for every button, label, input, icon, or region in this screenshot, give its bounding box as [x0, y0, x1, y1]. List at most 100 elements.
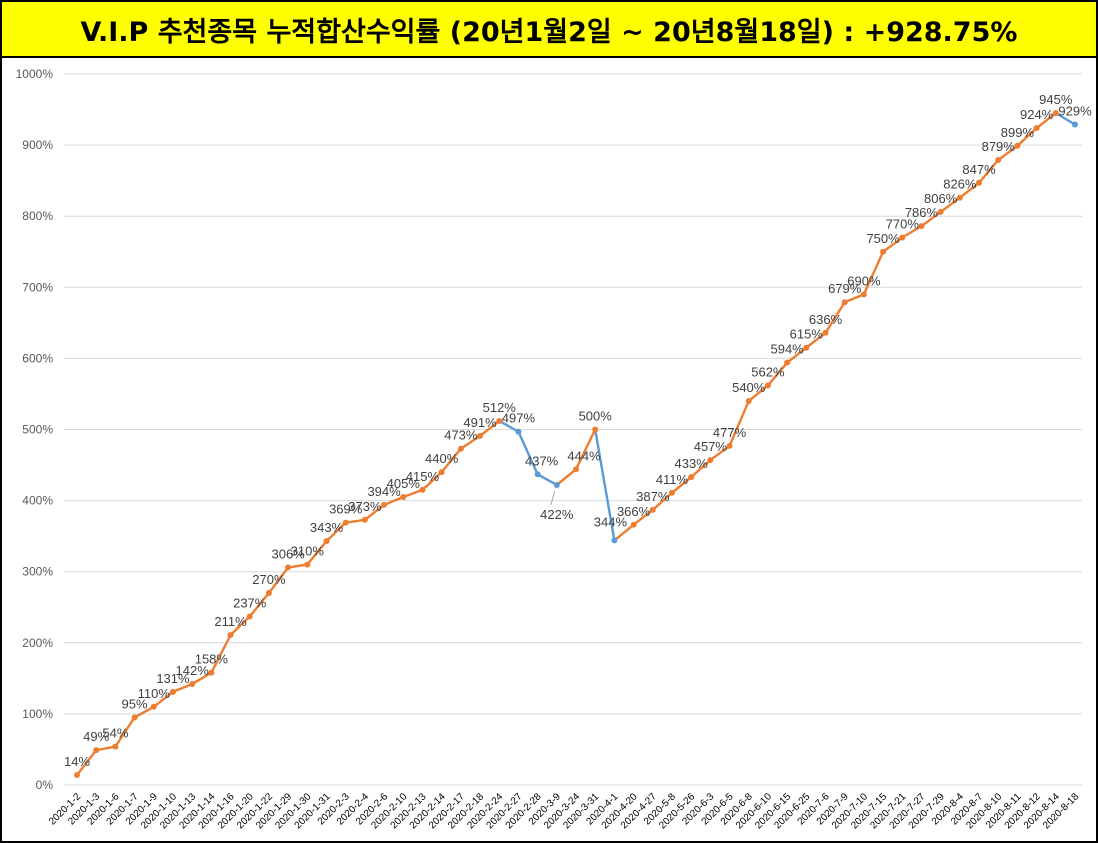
data-point: [937, 208, 944, 215]
series-segment: [613, 523, 635, 542]
data-point: [784, 359, 791, 366]
data-point: [457, 445, 464, 452]
gridlines: [64, 73, 1082, 786]
data-label: 500%: [579, 409, 613, 424]
series-segment: [1016, 126, 1038, 148]
data-label: 477%: [713, 425, 747, 440]
data-label: 806%: [924, 191, 958, 206]
x-axis-ticks: 2020-1-22020-1-32020-1-62020-1-72020-1-9…: [47, 791, 1081, 831]
series-segment: [766, 361, 789, 387]
series-segment: [440, 447, 463, 474]
series-segment: [881, 236, 904, 253]
data-label: 422%: [540, 507, 574, 522]
data-label: 49%: [83, 729, 109, 744]
title-bar: V.I.P 추천종목 누적합산수익률 (20년1월2일 ~ 20년8월18일) …: [2, 2, 1096, 58]
data-label: 310%: [291, 544, 325, 559]
data-point: [553, 481, 560, 488]
series-segment: [459, 434, 482, 450]
series-segment: [862, 250, 885, 296]
series-segment: [325, 521, 347, 543]
series-segment: [171, 682, 194, 694]
y-tick-label: 400%: [22, 494, 53, 508]
data-point: [265, 590, 272, 597]
data-label: 211%: [214, 614, 247, 629]
data-point: [1014, 142, 1021, 149]
series-segment: [843, 293, 866, 304]
data-labels: 14% 49%54% 95%110%131%142%158% 211% 237% 270%…: [64, 92, 1092, 769]
data-point: [995, 157, 1002, 164]
data-label: 270%: [252, 572, 286, 587]
series-segment: [344, 518, 367, 524]
data-point: [419, 486, 426, 493]
series-segment: [498, 419, 520, 433]
data-point: [112, 743, 119, 750]
data-label: 405%: [387, 476, 421, 491]
data-point: [227, 631, 234, 638]
data-point: [1052, 110, 1059, 117]
series-segment: [824, 301, 846, 335]
data-point: [688, 474, 695, 481]
data-label: 636%: [809, 312, 843, 327]
data-label: 110%: [138, 686, 171, 701]
data-point: [592, 426, 599, 433]
series-segment: [593, 428, 616, 542]
y-tick-label: 300%: [22, 565, 53, 579]
data-point: [361, 516, 368, 523]
data-point: [803, 344, 810, 351]
data-point: [342, 519, 349, 526]
series-segment: [651, 491, 674, 512]
data-point: [496, 417, 503, 424]
series-segment: [632, 508, 654, 526]
data-point: [131, 714, 138, 721]
data-label: 343%: [310, 520, 344, 535]
y-tick-label: 1000%: [16, 67, 54, 81]
y-axis-ticks: 0% 100% 200% 300% 400% 500% 600% 700% 800% 900% 10…: [16, 67, 54, 792]
data-label: 929%: [1058, 103, 1092, 118]
series-segment: [747, 384, 770, 403]
data-label: 394%: [367, 484, 401, 499]
data-label: 899%: [1001, 125, 1035, 140]
line-chart: 0% 100% 200% 300% 400% 500% 600% 700% 800% 900% 10…: [16, 67, 1092, 831]
data-label: 158%: [195, 652, 229, 667]
series-segment: [94, 745, 117, 752]
series-segment: [229, 615, 251, 637]
data-label: 433%: [675, 456, 709, 471]
data-point: [400, 494, 407, 501]
data-label: 237%: [233, 595, 267, 610]
data-point: [918, 223, 925, 230]
data-point: [169, 688, 176, 695]
data-label: 95%: [122, 696, 148, 711]
data-point: [956, 194, 963, 201]
series-segment: [574, 428, 597, 471]
data-label: 473%: [444, 428, 478, 443]
data-label: 512%: [483, 400, 517, 415]
data-label: 387%: [636, 489, 670, 504]
series-segment: [75, 748, 98, 777]
series-segment: [210, 633, 232, 674]
data-label: 750%: [866, 231, 900, 246]
series-segment: [1035, 111, 1058, 130]
data-point: [1033, 125, 1040, 132]
y-tick-label: 0%: [36, 778, 54, 792]
data-point: [246, 613, 253, 620]
data-point: [745, 398, 752, 405]
y-tick-label: 200%: [22, 636, 53, 650]
series-segment: [152, 690, 175, 708]
data-label: 415%: [406, 469, 440, 484]
data-label: 440%: [425, 451, 459, 466]
series-segment: [555, 468, 578, 487]
data-point: [880, 248, 887, 255]
series-line: [75, 111, 1077, 777]
data-point: [515, 428, 522, 435]
y-tick-label: 900%: [22, 138, 53, 152]
data-label: 690%: [847, 273, 881, 288]
data-point: [822, 329, 829, 336]
data-label: 14%: [64, 754, 90, 769]
data-point: [534, 471, 541, 478]
data-point: [841, 299, 848, 306]
data-label: 594%: [770, 342, 804, 357]
data-point: [285, 564, 292, 571]
data-point: [477, 432, 484, 439]
series-segment: [382, 495, 405, 507]
data-point: [1072, 121, 1078, 128]
